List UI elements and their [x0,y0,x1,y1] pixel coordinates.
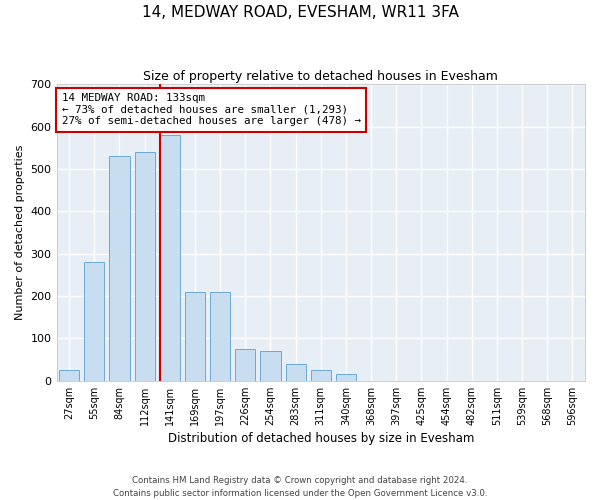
Bar [134,152,155,381]
Bar [235,349,256,381]
Y-axis label: Number of detached properties: Number of detached properties [15,145,25,320]
Text: Contains HM Land Registry data © Crown copyright and database right 2024.
Contai: Contains HM Land Registry data © Crown c… [113,476,487,498]
X-axis label: Distribution of detached houses by size in Evesham: Distribution of detached houses by size … [167,432,474,445]
Bar [185,292,205,381]
Text: 14, MEDWAY ROAD, EVESHAM, WR11 3FA: 14, MEDWAY ROAD, EVESHAM, WR11 3FA [142,5,458,20]
Text: 14 MEDWAY ROAD: 133sqm
← 73% of detached houses are smaller (1,293)
27% of semi-: 14 MEDWAY ROAD: 133sqm ← 73% of detached… [62,93,361,126]
Bar [260,351,281,381]
Bar [109,156,130,381]
Bar [336,374,356,381]
Bar [311,370,331,381]
Bar [286,364,305,381]
Bar [160,135,180,381]
Bar [59,370,79,381]
Bar [210,292,230,381]
Title: Size of property relative to detached houses in Evesham: Size of property relative to detached ho… [143,70,498,83]
Bar [84,262,104,381]
